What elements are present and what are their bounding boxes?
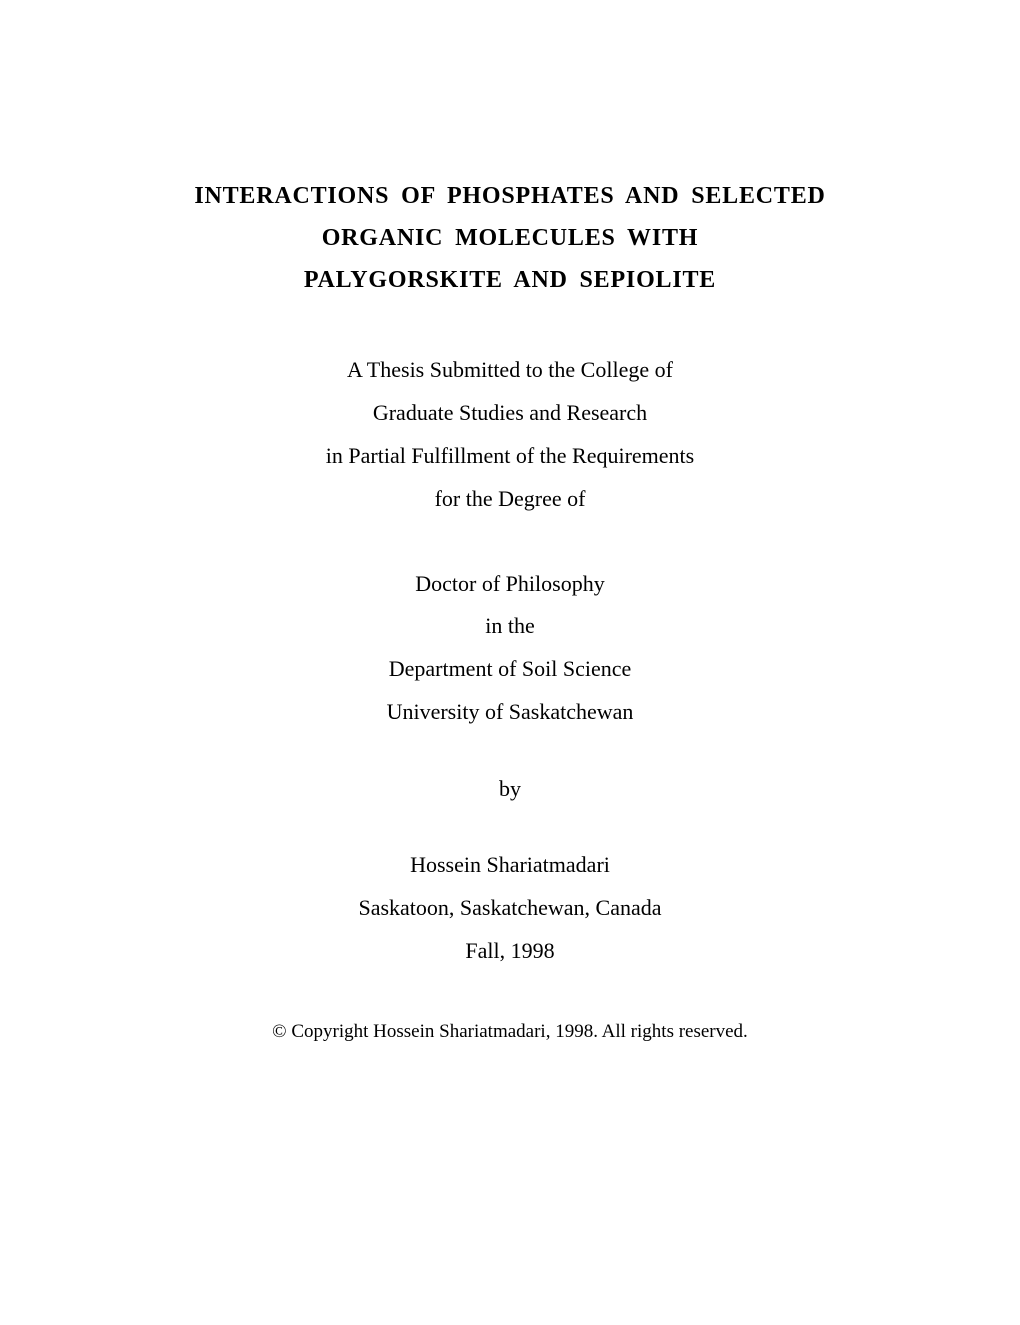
- author-name: Hossein Shariatmadari: [358, 844, 661, 887]
- submission-line-4: for the Degree of: [326, 478, 694, 521]
- copyright-notice: © Copyright Hossein Shariatmadari, 1998.…: [272, 1021, 748, 1043]
- degree-department-block: Doctor of Philosophy in the Department o…: [387, 563, 634, 735]
- submission-line-2: Graduate Studies and Research: [326, 392, 694, 435]
- submission-line-1: A Thesis Submitted to the College of: [326, 349, 694, 392]
- author-location: Saskatoon, Saskatchewan, Canada: [358, 887, 661, 930]
- title-line-2: ORGANIC MOLECULES WITH: [194, 217, 825, 259]
- thesis-date: Fall, 1998: [358, 930, 661, 973]
- thesis-title: INTERACTIONS OF PHOSPHATES AND SELECTED …: [194, 175, 825, 301]
- author-block: Hossein Shariatmadari Saskatoon, Saskatc…: [358, 844, 661, 973]
- degree-name: Doctor of Philosophy: [387, 563, 634, 606]
- degree-connector: in the: [387, 605, 634, 648]
- submission-statement: A Thesis Submitted to the College of Gra…: [326, 349, 694, 521]
- submission-line-3: in Partial Fulfillment of the Requiremen…: [326, 435, 694, 478]
- university-name: University of Saskatchewan: [387, 691, 634, 734]
- byline: by: [499, 776, 521, 802]
- title-line-1: INTERACTIONS OF PHOSPHATES AND SELECTED: [194, 175, 825, 217]
- title-line-3: PALYGORSKITE AND SEPIOLITE: [194, 259, 825, 301]
- department-name: Department of Soil Science: [387, 648, 634, 691]
